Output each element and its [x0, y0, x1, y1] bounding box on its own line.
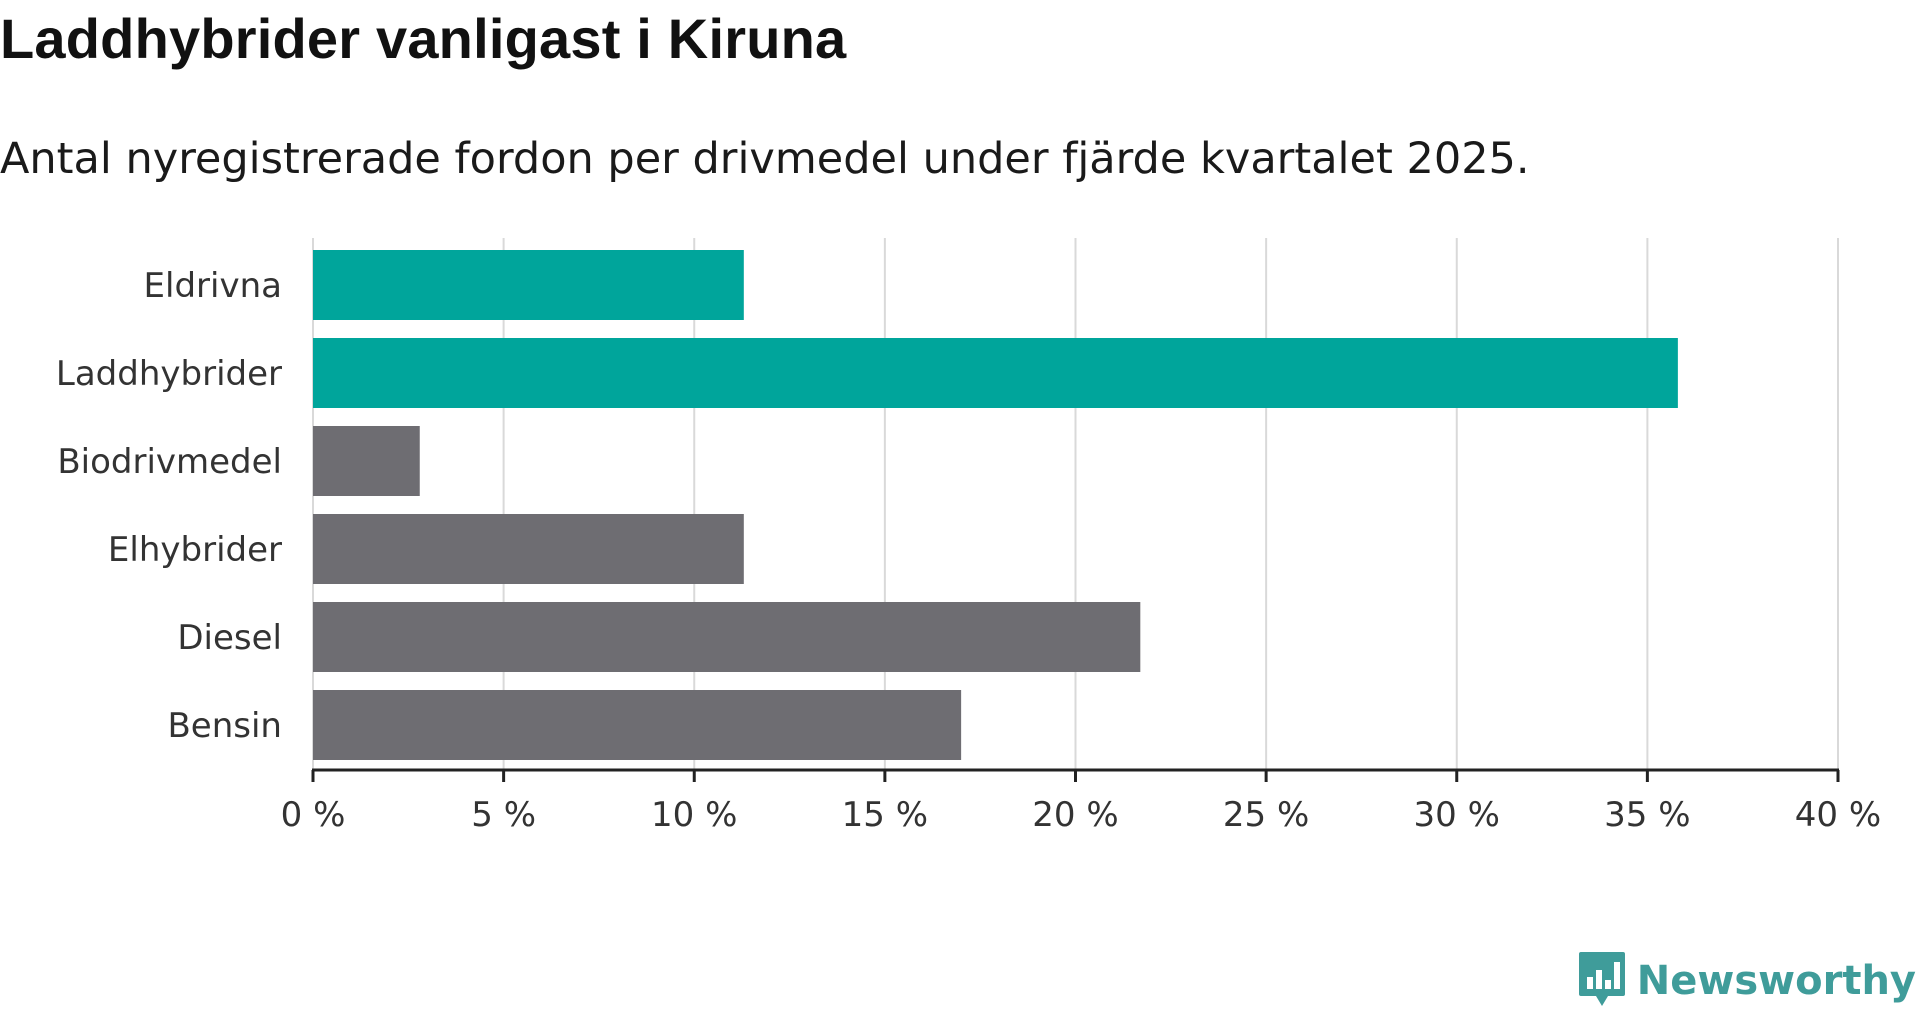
chart-title: Laddhybrider vanligast i Kiruna	[0, 7, 847, 70]
category-label: Bensin	[167, 706, 282, 746]
x-tick-label: 35 %	[1604, 795, 1690, 835]
category-label: Elhybrider	[108, 530, 282, 570]
bar-elhybrider	[313, 514, 744, 584]
x-tick-label: 10 %	[651, 795, 737, 835]
logo-text: Newsworthy	[1636, 958, 1916, 1004]
x-axis: 0 % 5 % 10 % 15 % 20 % 25 % 30 % 35 % 40 %	[281, 768, 1881, 835]
bar-chart: Eldrivna Laddhybrider Biodrivmedel Elhybrid…	[56, 238, 1881, 835]
x-tick-label: 20 %	[1032, 795, 1118, 835]
bars	[313, 250, 1678, 760]
x-tick-label: 15 %	[842, 795, 928, 835]
x-tick-label: 5 %	[471, 795, 536, 835]
bar-bensin	[313, 690, 962, 760]
bar-laddhybrider	[313, 338, 1678, 408]
category-label: Biodrivmedel	[57, 442, 282, 482]
x-tick-label: 40 %	[1795, 795, 1881, 835]
chart-subtitle: Antal nyregistrerade fordon per drivmede…	[0, 134, 1530, 184]
gridlines	[312, 238, 1839, 770]
x-tick-label: 0 %	[281, 795, 346, 835]
bar-biodrivmedel	[313, 426, 420, 496]
x-tick-label: 25 %	[1223, 795, 1309, 835]
category-labels: Eldrivna Laddhybrider Biodrivmedel Elhybrid…	[56, 266, 282, 746]
category-label: Eldrivna	[144, 266, 282, 306]
bar-chart-speech-bubble-icon	[1578, 952, 1625, 1006]
bar-diesel	[313, 602, 1141, 672]
category-label: Laddhybrider	[56, 354, 282, 394]
category-label: Diesel	[177, 618, 282, 658]
x-tick-label: 30 %	[1414, 795, 1500, 835]
bar-eldrivna	[313, 250, 744, 320]
newsworthy-logo: Newsworthy	[1577, 950, 1916, 1010]
